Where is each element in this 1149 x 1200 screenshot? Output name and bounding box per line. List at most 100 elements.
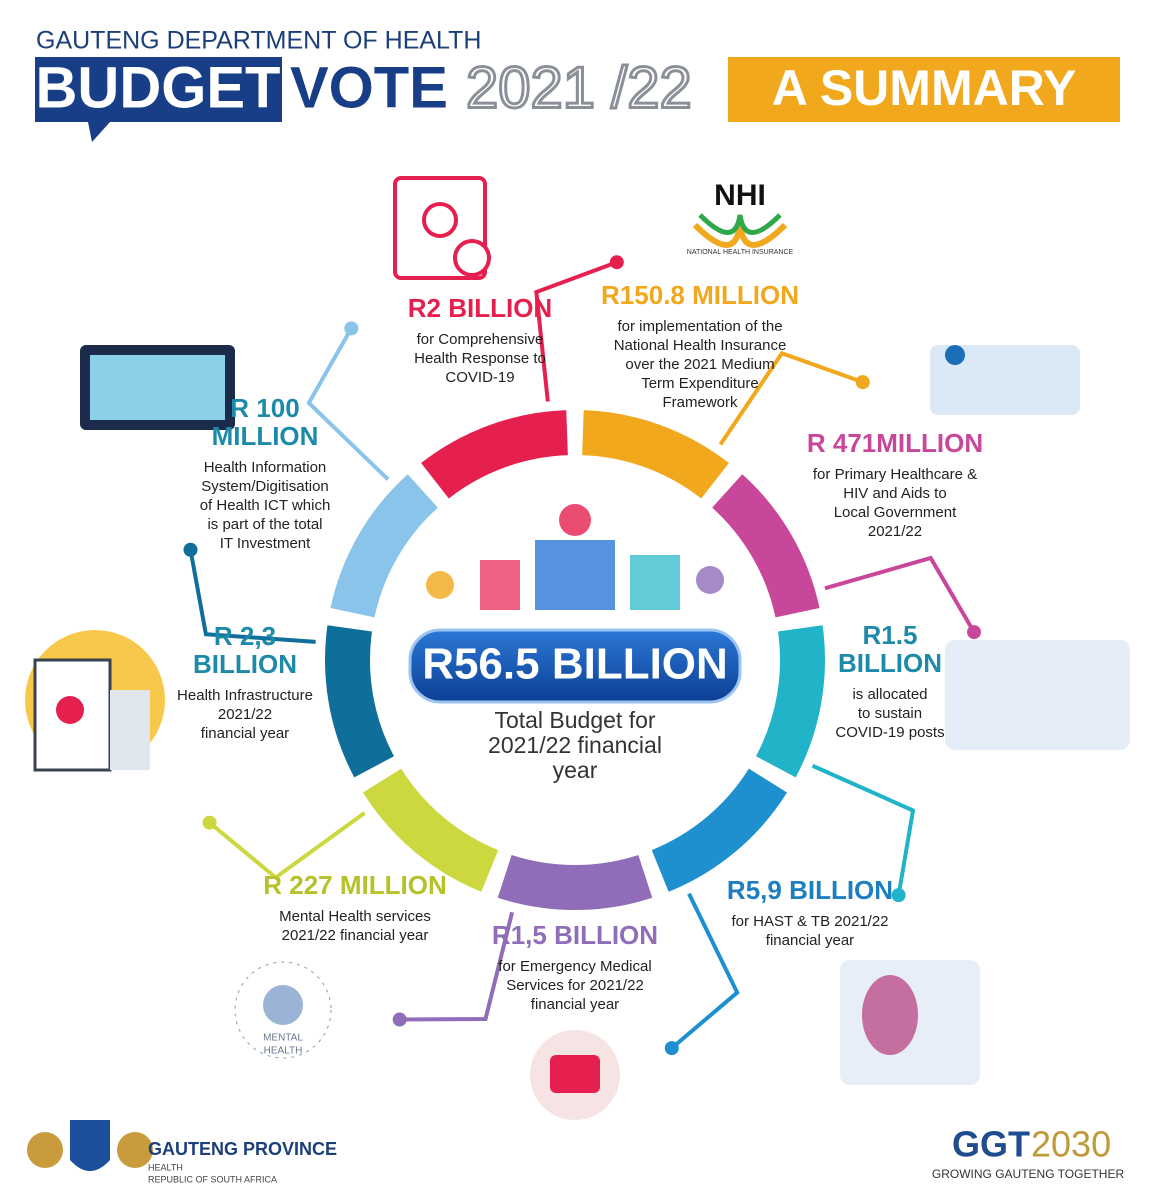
item-amount: R2 BILLION	[408, 293, 552, 323]
health-workers	[945, 640, 1130, 750]
item-description: National Health Insurance	[614, 337, 787, 354]
item-description: financial year	[201, 725, 289, 742]
budget-word: BUDGET	[36, 55, 281, 120]
ring-segment	[362, 768, 499, 892]
summary-word: A SUMMARY	[772, 60, 1077, 116]
connector-arrow	[399, 911, 515, 1022]
connector-arrow	[718, 350, 864, 446]
connector-arrow	[534, 260, 618, 402]
total-amount: R56.5 BILLION	[422, 640, 728, 689]
connector-end	[183, 542, 198, 557]
ring-segment	[497, 854, 653, 910]
item-description: 2021/22	[868, 523, 922, 540]
item-amount: R 2,3	[214, 621, 276, 651]
ring-segment	[582, 410, 729, 499]
item-description: Health Infrastructure	[177, 687, 313, 704]
mental-health-label: MENTAL	[263, 1033, 303, 1044]
item-description: HIV and Aids to	[843, 485, 946, 502]
connector-arrow	[811, 763, 916, 896]
item-description: Health Response to	[414, 350, 546, 367]
item-amount: MILLION	[212, 421, 319, 451]
nhi-mark: NHI	[714, 179, 766, 212]
total-caption: year	[553, 757, 598, 783]
connector-end	[202, 815, 217, 830]
item-description: is allocated	[852, 686, 927, 703]
country-name: REPUBLIC OF SOUTH AFRICA	[148, 1174, 277, 1184]
ems-icon	[530, 1030, 620, 1120]
item-description: for Primary Healthcare &	[813, 466, 977, 483]
item-amount: BILLION	[193, 649, 297, 679]
ring-segment	[325, 625, 394, 778]
item-description: for Emergency Medical	[498, 958, 651, 975]
ring	[183, 255, 982, 1056]
department-title: GAUTENG DEPARTMENT OF HEALTH	[36, 27, 481, 55]
connector-arrow	[188, 549, 316, 644]
item-description: financial year	[531, 996, 619, 1013]
ring-segment	[651, 768, 788, 892]
mental-health-icon	[234, 961, 332, 1059]
connector-arrow	[306, 327, 390, 481]
covid-icon	[393, 176, 491, 280]
vote-word: VOTE	[290, 55, 448, 120]
item-description: of Health ICT which	[200, 497, 331, 514]
lungs-icon	[840, 960, 980, 1085]
connector-arrow	[208, 811, 366, 881]
item-amount: R 471MILLION	[807, 428, 983, 458]
item-description: Framework	[662, 394, 738, 411]
item-amount: R 100	[230, 393, 299, 423]
item-description: Health Information	[204, 459, 327, 476]
hospital-icon	[25, 630, 165, 772]
budget-box	[35, 57, 282, 142]
doctor-scene	[930, 345, 1080, 415]
item-description: COVID-19	[445, 369, 514, 386]
item-amount: R150.8 MILLION	[601, 280, 799, 310]
ggt-mark: GGT	[952, 1124, 1030, 1165]
ring-segment	[330, 474, 438, 618]
item-description: for implementation of the	[617, 318, 782, 335]
connector-arrow	[824, 555, 976, 634]
item-description: is part of the total	[207, 516, 322, 533]
total-caption: 2021/22 financial	[488, 732, 662, 758]
connector-end	[609, 255, 624, 270]
ring-segment	[712, 474, 820, 618]
connector-end	[891, 888, 906, 903]
ring-segment	[421, 410, 568, 499]
year-word: 2021 /22	[466, 55, 692, 120]
item-description: for HAST & TB 2021/22	[731, 913, 888, 930]
nhi-name: NATIONAL HEALTH INSURANCE	[687, 249, 794, 256]
mental-health-label: HEALTH	[264, 1046, 303, 1057]
province-department: HEALTH	[148, 1162, 183, 1172]
telehealth-icon	[80, 345, 235, 430]
total-caption: Total Budget for	[494, 707, 655, 733]
province-name: GAUTENG PROVINCE	[148, 1139, 337, 1159]
item-description: IT Investment	[220, 535, 311, 552]
item-amount: R1.5	[863, 620, 918, 650]
item-amount: R1,5 BILLION	[492, 920, 658, 950]
item-description: 2021/22	[218, 706, 272, 723]
summary-box	[728, 57, 1120, 122]
connector-arrow	[670, 892, 740, 1050]
center-illustration	[426, 504, 724, 610]
item-amount: BILLION	[838, 648, 942, 678]
connector-end	[344, 321, 359, 336]
item-description: COVID-19 posts	[835, 724, 944, 741]
item-description: over the 2021 Medium	[625, 356, 774, 373]
connector-end	[855, 375, 870, 390]
item-description: Services for 2021/22	[506, 977, 644, 994]
item-amount: R5,9 BILLION	[727, 875, 893, 905]
item-description: 2021/22 financial year	[282, 927, 429, 944]
item-description: System/Digitisation	[201, 478, 329, 495]
item-amount: R 227 MILLION	[263, 870, 446, 900]
connector-end	[392, 1012, 407, 1027]
total-pill	[408, 628, 742, 704]
ggt-year: 2030	[1031, 1124, 1111, 1165]
connector-end	[967, 625, 982, 640]
item-description: to sustain	[858, 705, 922, 722]
ring-segment	[756, 625, 825, 778]
item-description: Term Expenditure	[641, 375, 759, 392]
ggt-tagline: GROWING GAUTENG TOGETHER	[932, 1167, 1125, 1181]
item-description: financial year	[766, 932, 854, 949]
item-description: for Comprehensive	[417, 331, 544, 348]
item-description: Local Government	[834, 504, 957, 521]
